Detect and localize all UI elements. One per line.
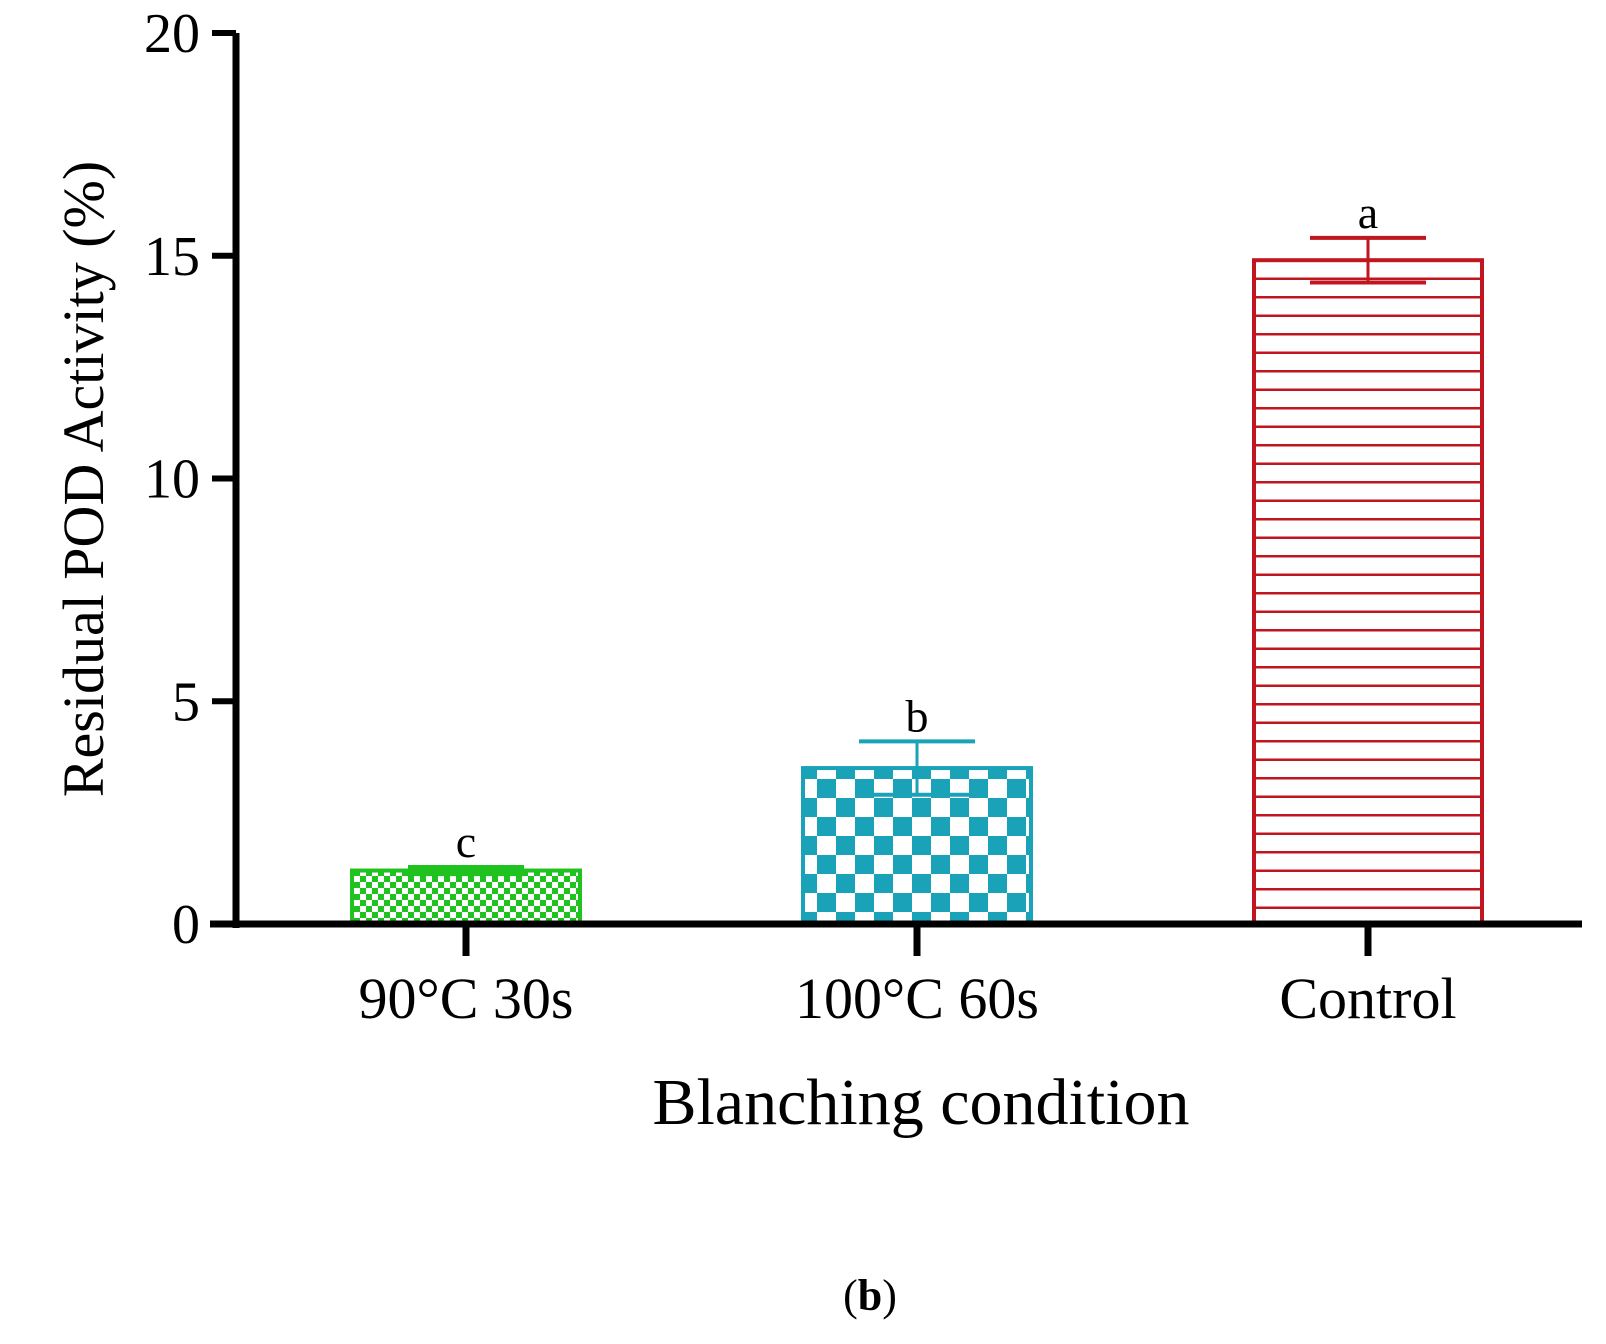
y-tick-label-4: 20	[144, 3, 200, 65]
significance-label-0: c	[456, 816, 476, 867]
y-tick-label-2: 10	[144, 449, 200, 511]
bars-group	[350, 258, 1484, 927]
y-tick-label-0: 0	[172, 894, 200, 956]
panel-label: (b)	[843, 1271, 897, 1320]
panel-label-open: (	[843, 1271, 858, 1320]
y-axis-title: Residual POD Activity (%)	[51, 161, 116, 797]
y-tick-label-3: 15	[144, 226, 200, 288]
x-tick-label-0: 90°C 30s	[359, 966, 574, 1031]
significance-label-1: b	[906, 690, 929, 741]
bar-2	[1252, 258, 1484, 926]
x-tick-label-1: 100°C 60s	[795, 966, 1039, 1031]
panel-label-letter: b	[858, 1271, 882, 1320]
error-bars-group: c b a	[408, 187, 1426, 877]
bar-0	[350, 868, 582, 926]
y-tick-label-1: 5	[172, 671, 200, 733]
y-ticks-group: 0 5 10 15 20	[144, 3, 236, 956]
significance-label-2: a	[1358, 187, 1378, 238]
x-axis-title: Blanching condition	[652, 1066, 1189, 1139]
panel-label-close: )	[882, 1271, 897, 1320]
x-ticks-group: 90°C 30s 100°C 60s Control	[359, 924, 1457, 1031]
x-tick-label-2: Control	[1279, 966, 1456, 1031]
